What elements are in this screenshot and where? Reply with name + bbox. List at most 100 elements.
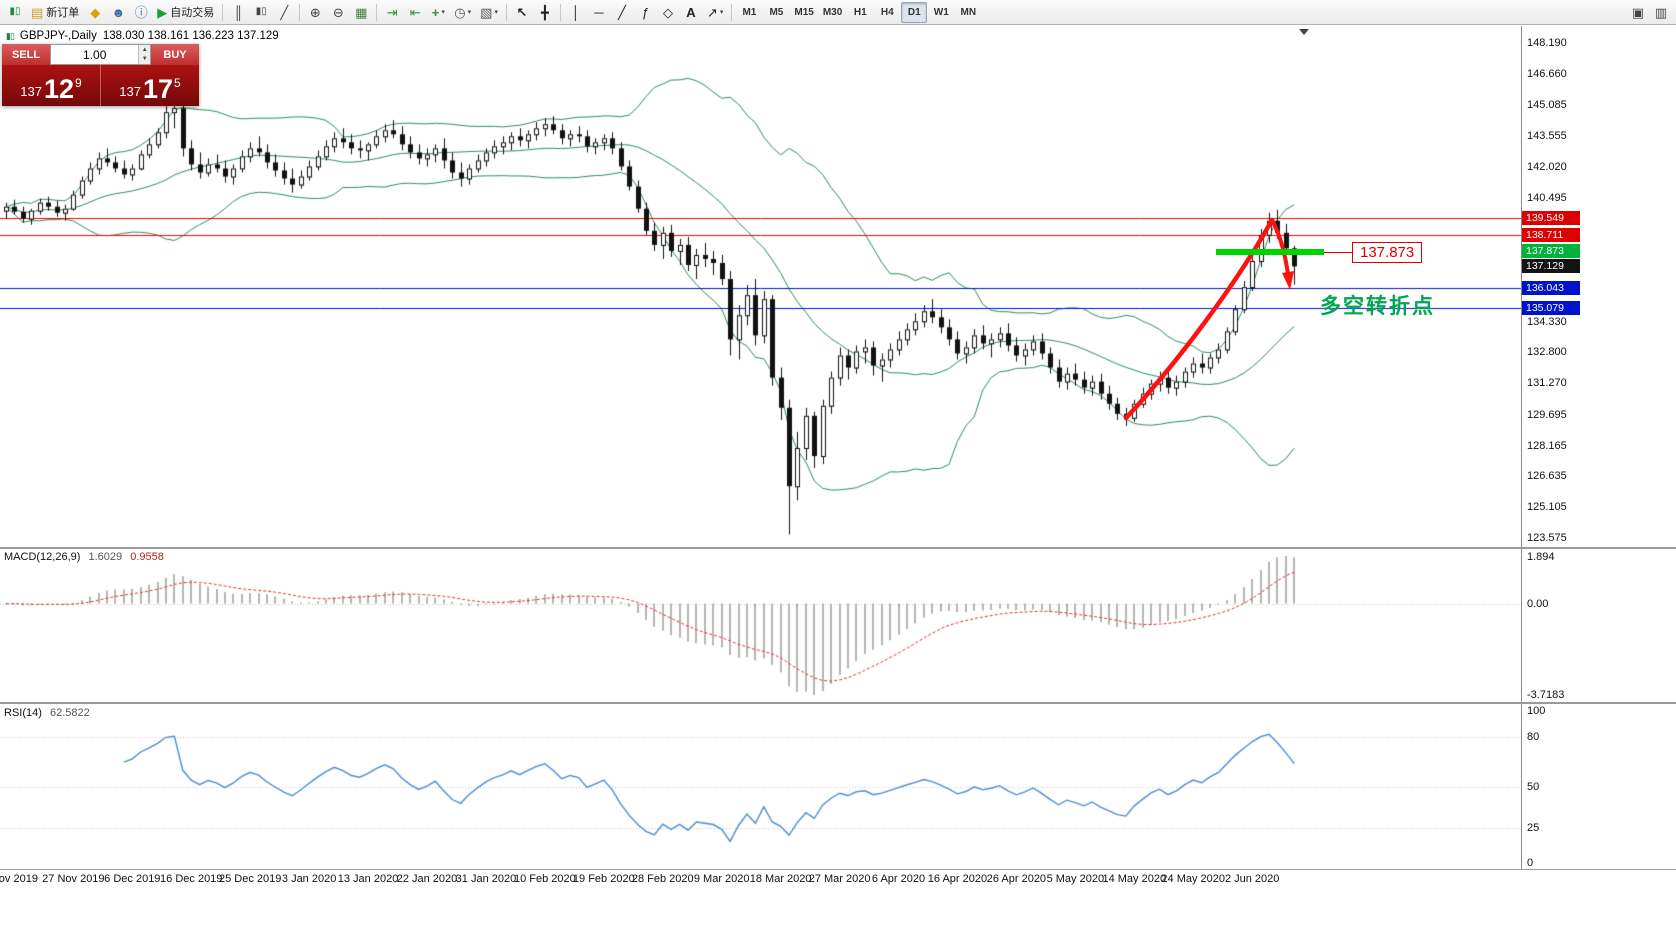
market-watch-button[interactable]: ◆ <box>84 2 106 23</box>
tf-h4-button-label: H4 <box>880 6 894 18</box>
tf-m15-button-label: M15 <box>794 6 814 18</box>
sell-price-sup: 9 <box>75 76 82 90</box>
panel-splitter[interactable] <box>0 702 1676 704</box>
tile-windows-button[interactable]: ▦ <box>350 2 372 23</box>
trendline-button[interactable]: ╱ <box>611 2 633 23</box>
new-order-icon: ▤ <box>31 4 44 20</box>
macd-signal-value: 0.9558 <box>130 551 164 563</box>
tf-mn-button[interactable]: MN <box>955 2 981 23</box>
navigator-icon: ☻ <box>111 4 126 20</box>
date-tick-label: 13 Jan 2020 <box>337 873 399 885</box>
price-marker-139.549: 139.549 <box>1522 210 1580 225</box>
zoom-out-button[interactable]: ⊖ <box>327 2 349 23</box>
toolbar-separator <box>222 3 224 21</box>
tf-m30-button-label: M30 <box>822 6 843 18</box>
tf-h4-button[interactable]: H4 <box>874 2 900 23</box>
zoom-in-button[interactable]: ⊕ <box>304 2 326 23</box>
indicators-button[interactable]: + ▾ <box>427 2 449 23</box>
toolbar-separator <box>559 3 561 21</box>
price-tick-label: 129.695 <box>1527 408 1567 421</box>
chart-window-icon: ▮▯ <box>9 6 21 17</box>
panel-splitter[interactable] <box>0 547 1676 549</box>
navigator-button[interactable]: ☻ <box>107 2 129 23</box>
date-tick-label: 16 Dec 2019 <box>160 873 223 885</box>
turning-point-note[interactable]: 多空转折点 <box>1320 295 1435 318</box>
auto-scroll-button[interactable]: ⇥ <box>381 2 403 23</box>
volume-up-icon[interactable]: ▲ <box>139 45 150 55</box>
buy-button[interactable]: BUY <box>151 44 199 65</box>
buy-price[interactable]: 137 17 5 <box>101 65 199 106</box>
terminal-button[interactable]: ⓘ <box>130 2 152 23</box>
date-tick-label: 28 Feb 2020 <box>631 873 694 885</box>
sell-price-big: 12 <box>43 74 75 105</box>
terminal-icon: ⓘ <box>134 4 148 20</box>
autotrading-button[interactable]: ▶ 自动交易 <box>153 2 218 23</box>
tf-d1-button[interactable]: D1 <box>901 1 928 23</box>
tf-w1-button[interactable]: W1 <box>928 2 954 23</box>
tf-m30-button[interactable]: M30 <box>819 2 846 23</box>
fibonacci-button[interactable]: ƒ <box>634 2 656 23</box>
buy-price-big: 17 <box>142 74 174 105</box>
window-icon: ▣ <box>1631 4 1645 20</box>
macd-scale-max: 1.894 <box>1527 551 1555 563</box>
chart-canvas[interactable] <box>0 26 1521 869</box>
cursor-icon: ↖ <box>516 4 528 20</box>
text-button[interactable]: A <box>680 2 702 23</box>
arrows-button[interactable]: ↗ ▾ <box>703 2 727 23</box>
price-tick-label: 134.330 <box>1527 315 1567 328</box>
date-tick-label: 16 Apr 2020 <box>927 873 988 885</box>
support-line[interactable] <box>1216 249 1324 255</box>
fibonacci-icon: ƒ <box>641 4 649 20</box>
periods-button[interactable]: ◷ ▾ <box>450 2 475 23</box>
price-axis[interactable]: 148.190 146.660 145.085 143.555 142.020 140.4… <box>1522 26 1676 869</box>
tf-m1-button[interactable]: M1 <box>736 2 762 23</box>
new-order-button[interactable]: ▤ 新订单 <box>27 2 83 23</box>
line-chart-button[interactable]: ╱ <box>273 2 295 23</box>
vertical-line-button[interactable]: │ <box>565 2 587 23</box>
chart-shift-button[interactable]: ⇤ <box>404 2 426 23</box>
tf-h1-button-label: H1 <box>853 6 867 18</box>
tf-w1-button-label: W1 <box>933 6 949 18</box>
tf-mn-button-label: MN <box>960 6 977 18</box>
periods-icon: ◷ <box>454 4 466 20</box>
sell-price[interactable]: 137 12 9 <box>2 65 100 106</box>
date-tick-label: 10 Feb 2020 <box>513 873 576 885</box>
candlestick-chart-button[interactable]: ▮▯ <box>250 2 272 23</box>
line-icon: ╱ <box>280 4 289 20</box>
date-tick-label: 22 Jan 2020 <box>396 873 458 885</box>
tf-m5-button[interactable]: M5 <box>763 2 789 23</box>
price-marker-138.711: 138.711 <box>1522 227 1580 242</box>
tf-h1-button[interactable]: H1 <box>847 2 873 23</box>
shapes-button[interactable]: ◇ <box>657 2 679 23</box>
macd-name: MACD(12,26,9) <box>4 551 81 563</box>
date-tick-label: 14 May 2020 <box>1102 873 1167 885</box>
volume-input[interactable] <box>51 45 139 64</box>
crosshair-button[interactable]: ╋ <box>534 2 556 23</box>
price-tick-label: 126.635 <box>1527 470 1567 483</box>
ohlc-values: 138.030 138.161 136.223 137.129 <box>102 30 279 42</box>
ohlc-bars-button[interactable]: ║ <box>227 2 249 23</box>
market-watch-icon: ◆ <box>90 4 101 20</box>
new-order-button-label: 新订单 <box>46 7 80 19</box>
templates-button[interactable]: ▧ ▾ <box>476 2 502 23</box>
buy-price-prefix: 137 <box>119 84 141 99</box>
horizontal-line-button[interactable]: ─ <box>588 2 610 23</box>
date-tick-label: 2 Jun 2020 <box>1224 873 1280 885</box>
price-tick-label: 125.105 <box>1527 501 1567 514</box>
volume-down-icon[interactable]: ▼ <box>139 54 150 64</box>
price-callout-label[interactable]: 137.873 <box>1352 242 1423 263</box>
sell-button[interactable]: SELL <box>2 44 50 65</box>
chart-shift-marker-icon[interactable] <box>1299 29 1309 35</box>
indicators-icon: + <box>431 4 440 20</box>
one-click-trading-panel: SELL ▲ ▼ BUY 137 12 9 137 17 5 <box>2 44 199 106</box>
price-tick-label: 148.190 <box>1527 37 1567 49</box>
price-tick-label: 131.270 <box>1527 377 1567 390</box>
sell-price-prefix: 137 <box>20 84 42 99</box>
tf-m15-button[interactable]: M15 <box>790 2 817 23</box>
rsi-indicator-label: RSI(14) 62.5822 <box>4 707 90 719</box>
new-chart-button[interactable]: ▣ <box>1627 2 1649 23</box>
cursor-button[interactable]: ↖ <box>511 2 533 23</box>
profiles-button[interactable]: ▥ <box>1650 2 1672 23</box>
